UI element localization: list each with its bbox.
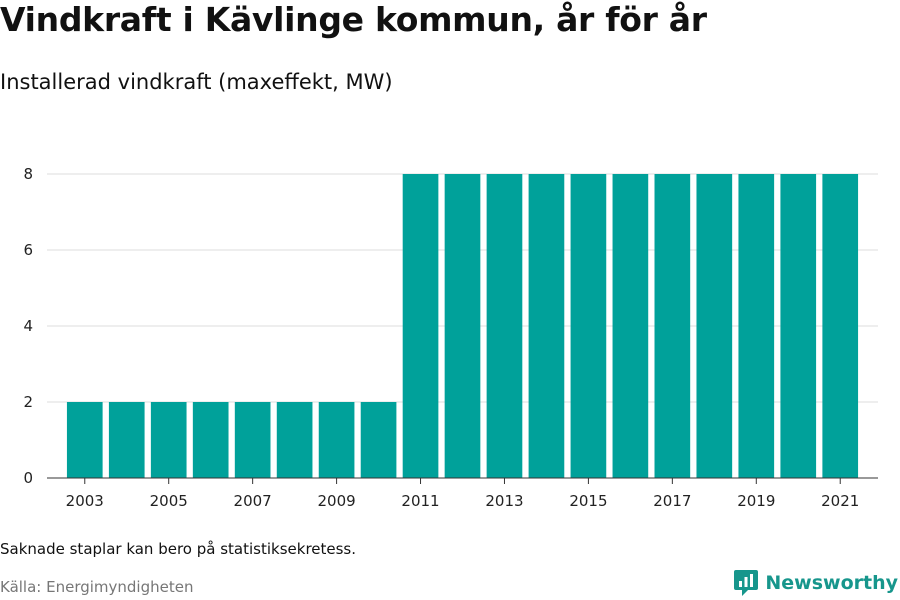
x-tick-label: 2015: [569, 492, 607, 510]
x-tick-label: 2021: [821, 492, 859, 510]
y-tick-label: 2: [23, 393, 33, 411]
y-tick-label: 8: [23, 165, 33, 183]
bar-2003[interactable]: [66, 402, 103, 478]
y-tick-label: 0: [23, 469, 33, 487]
bar-2013[interactable]: [486, 174, 523, 478]
bar-2006[interactable]: [192, 402, 229, 478]
bar-2014[interactable]: [528, 174, 565, 478]
newsworthy-icon: [734, 570, 759, 596]
bar-2018[interactable]: [696, 174, 733, 478]
x-tick-label: 2017: [653, 492, 691, 510]
bar-2015[interactable]: [570, 174, 607, 478]
bar-2005[interactable]: [150, 402, 187, 478]
x-axis: 2003 2005 2007 2009 2011 2013 2015 2017 2019 2021: [47, 477, 878, 510]
bar-2019[interactable]: [738, 174, 775, 478]
bar-2008[interactable]: [276, 402, 313, 478]
bar-2011[interactable]: [402, 174, 439, 478]
bars: [66, 174, 859, 478]
x-tick-label: 2003: [66, 492, 104, 510]
source-text: Källa: Energimyndigheten: [0, 578, 194, 596]
y-tick-label: 4: [23, 317, 33, 335]
x-tick-label: 2019: [737, 492, 775, 510]
bar-2010[interactable]: [360, 402, 397, 478]
bar-2009[interactable]: [318, 402, 355, 478]
bar-2021[interactable]: [822, 174, 859, 478]
bar-2004[interactable]: [108, 402, 145, 478]
y-axis-ticks: 0 2 4 6 8: [23, 165, 33, 487]
x-tick-label: 2011: [401, 492, 439, 510]
bar-2020[interactable]: [780, 174, 817, 478]
y-tick-label: 6: [23, 241, 33, 259]
bar-2016[interactable]: [612, 174, 649, 478]
footnote: Saknade staplar kan bero på statistiksek…: [0, 540, 357, 558]
x-tick-label: 2007: [234, 492, 272, 510]
chart-subtitle: Installerad vindkraft (maxeffekt, MW): [0, 70, 393, 94]
bar-2017[interactable]: [654, 174, 691, 478]
brand-logo[interactable]: Newsworthy: [733, 569, 898, 597]
x-tick-label: 2005: [150, 492, 188, 510]
chart-title: Vindkraft i Kävlinge kommun, år för år: [0, 0, 707, 39]
bar-2007[interactable]: [234, 402, 271, 478]
x-tick-label: 2009: [317, 492, 355, 510]
bar-2012[interactable]: [444, 174, 481, 478]
x-tick-label: 2013: [485, 492, 523, 510]
brand-name: Newsworthy: [765, 572, 898, 594]
